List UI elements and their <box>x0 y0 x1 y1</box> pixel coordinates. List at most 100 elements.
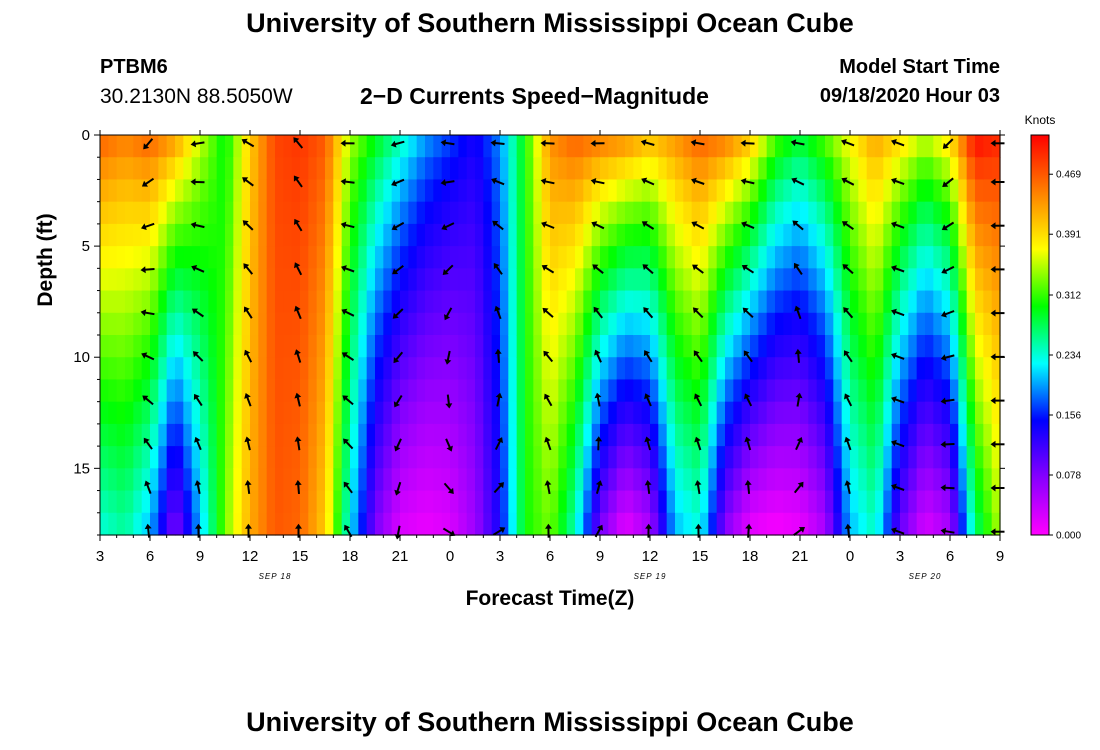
heatmap-cell <box>391 379 401 403</box>
current-arrow-head <box>793 262 800 269</box>
heatmap-cell <box>225 512 234 536</box>
current-arrow <box>192 351 204 362</box>
heatmap-cell <box>225 157 234 181</box>
heatmap-cell <box>758 357 768 381</box>
current-arrow-head <box>742 307 749 314</box>
heatmap-cell <box>625 135 634 158</box>
heatmap-cell <box>208 290 218 314</box>
heatmap-cell <box>600 135 609 158</box>
x-tick-label: 18 <box>342 548 359 565</box>
heatmap-cell <box>175 401 184 425</box>
heatmap-cell <box>266 268 276 292</box>
heatmap-cell <box>408 401 418 425</box>
heatmap-cell <box>291 135 301 158</box>
heatmap-cell <box>966 246 976 269</box>
heatmap-cell <box>850 312 859 336</box>
heatmap-cell <box>541 246 551 269</box>
heatmap-cell <box>275 179 284 203</box>
heatmap-cell <box>333 335 343 358</box>
heatmap-cell <box>516 357 526 381</box>
heatmap-cell <box>741 223 751 247</box>
current-arrow <box>745 523 753 538</box>
heatmap-cell <box>400 290 409 314</box>
heatmap-cell <box>983 423 993 447</box>
heatmap-cell <box>691 135 701 158</box>
heatmap-cell <box>391 246 401 269</box>
heatmap-cell <box>591 201 601 225</box>
heatmap-cell <box>116 423 126 447</box>
heatmap-cell <box>308 201 318 225</box>
heatmap-cell <box>900 268 909 292</box>
heatmap-cell <box>900 379 909 403</box>
heatmap-cell <box>500 379 509 403</box>
current-arrow-head <box>797 481 804 488</box>
heatmap-cell <box>866 268 876 292</box>
heatmap-cell <box>250 401 259 425</box>
heatmap-cell <box>550 290 559 314</box>
current-arrow <box>592 264 604 274</box>
heatmap-cell <box>758 379 768 403</box>
heatmap-cell <box>283 290 293 314</box>
heatmap-cell <box>966 468 976 492</box>
heatmap-cell <box>650 157 659 181</box>
heatmap-cell <box>525 468 534 492</box>
current-arrow-head <box>191 265 198 272</box>
heatmap-cell <box>141 157 151 181</box>
heatmap-cell <box>225 357 234 381</box>
heatmap-cell <box>641 179 651 203</box>
current-arrow-head <box>194 436 201 443</box>
heatmap-cell <box>416 157 426 181</box>
heatmap-cell <box>608 357 618 381</box>
heatmap-cell <box>791 468 801 492</box>
current-arrow-head <box>293 137 300 144</box>
heatmap-cell <box>650 179 659 203</box>
heatmap-cell <box>608 468 618 492</box>
heatmap-cell <box>400 201 409 225</box>
heatmap-cell <box>950 490 959 514</box>
heatmap-cell <box>625 468 634 492</box>
heatmap-cell <box>616 357 626 381</box>
heatmap-cell <box>425 223 434 247</box>
current-arrow-head <box>142 395 149 402</box>
current-arrow <box>990 222 1005 230</box>
heatmap-cell <box>825 357 834 381</box>
heatmap-cell <box>616 401 626 425</box>
current-arrow-head <box>340 139 346 147</box>
heatmap-cell <box>841 290 851 314</box>
heatmap-cell <box>708 357 718 381</box>
current-arrow <box>891 265 905 273</box>
heatmap-cell <box>191 468 201 492</box>
heatmap-cell <box>616 468 626 492</box>
heatmap-cell <box>583 268 593 292</box>
heatmap-cell <box>608 223 618 247</box>
heatmap-cell <box>108 357 118 381</box>
heatmap-cell <box>875 446 884 469</box>
current-arrow <box>542 307 554 318</box>
heatmap-cell <box>666 468 676 492</box>
heatmap-cell <box>116 157 126 181</box>
current-arrow <box>545 523 552 538</box>
heatmap-cell <box>416 423 426 447</box>
heatmap-cell <box>108 423 118 447</box>
heatmap-cell <box>308 312 318 336</box>
heatmap-cell <box>900 223 909 247</box>
heatmap-cell <box>850 201 859 225</box>
heatmap-cell <box>591 357 601 381</box>
heatmap-cell <box>150 179 159 203</box>
heatmap-cell <box>441 223 451 247</box>
heatmap-cell <box>533 223 543 247</box>
heatmap-cell <box>233 401 243 425</box>
heatmap-cell <box>658 490 668 514</box>
heatmap-cell <box>500 335 509 358</box>
heatmap-cell <box>366 379 376 403</box>
heatmap-cell <box>208 357 218 381</box>
heatmap-cell <box>716 446 726 469</box>
heatmap-cell <box>500 268 509 292</box>
heatmap-cell <box>208 157 218 181</box>
heatmap-cell <box>416 179 426 203</box>
heatmap-cell <box>550 268 559 292</box>
heatmap-cell <box>483 135 493 158</box>
heatmap-cell <box>450 135 459 158</box>
heatmap-cell <box>408 290 418 314</box>
heatmap-cell <box>933 246 943 269</box>
